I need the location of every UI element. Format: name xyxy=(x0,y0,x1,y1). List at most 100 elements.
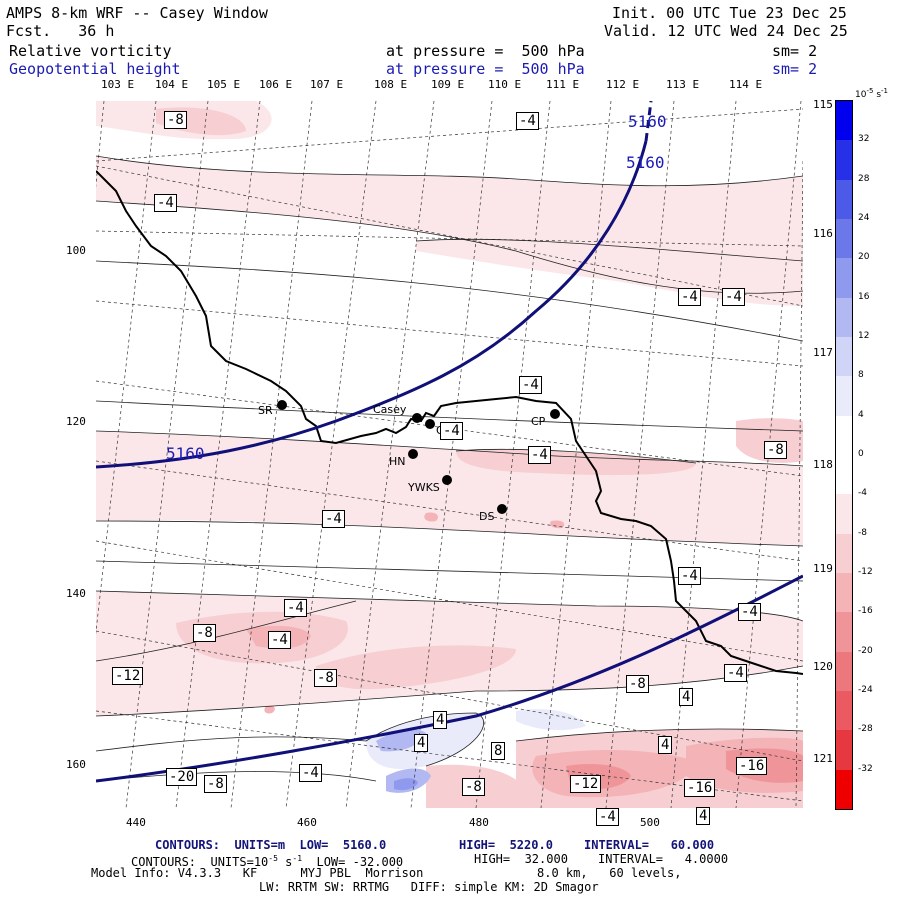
colorbar-swatch xyxy=(836,612,852,652)
init-time: Init. 00 UTC Tue 23 Dec 25 xyxy=(612,4,847,22)
colorbar-swatch xyxy=(836,297,852,337)
vorticity-contour-label: -8 xyxy=(204,775,227,793)
field1-smoothing: sm= 2 xyxy=(772,42,818,60)
model-title: AMPS 8-km WRF -- Casey Window xyxy=(6,4,268,22)
vorticity-contour-interval: INTERVAL= 4.0000 xyxy=(598,852,729,866)
x-axis-label: 480 xyxy=(469,816,489,829)
colorbar-units: 10-5 s-1 xyxy=(855,87,888,100)
colorbar-tick-label: -24 xyxy=(858,685,873,695)
forecast-hour: Fcst. 36 h xyxy=(6,22,115,40)
height-contour-label: 5160 xyxy=(166,444,205,463)
colorbar-tick-label: 4 xyxy=(858,409,864,420)
colorbar-tick-label: 28 xyxy=(858,173,870,184)
lon-label: 109 E xyxy=(431,78,465,91)
y-axis-label: 100 xyxy=(66,244,86,257)
vorticity-contour-info: CONTOURS: UNITS=10-5 s-1 LOW= -32.000 xyxy=(131,854,404,869)
vorticity-contour-label: -8 xyxy=(626,675,649,693)
vorticity-contour-high: HIGH= 32.000 xyxy=(474,852,568,866)
station-marker xyxy=(442,475,452,485)
vorticity-contour-label: -12 xyxy=(570,775,602,793)
stations xyxy=(277,400,560,514)
lon-label: 112 E xyxy=(606,78,640,91)
station-marker xyxy=(277,400,287,410)
colorbar-swatch xyxy=(836,573,852,613)
vorticity-contour-label: -4 xyxy=(678,288,701,306)
colorbar-tick-label: -20 xyxy=(858,645,873,656)
vorticity-contour-label: -8 xyxy=(193,624,216,642)
vorticity-contour-label: 4 xyxy=(433,711,448,729)
vorticity-contour-label: -4 xyxy=(528,446,551,464)
map-canvas xyxy=(96,101,803,808)
colorbar-swatch xyxy=(836,258,852,298)
lon-label: 105 E xyxy=(207,78,241,91)
colorbar-swatch xyxy=(836,455,852,495)
station-label: CP xyxy=(531,415,546,428)
station-marker xyxy=(408,449,418,459)
station-marker xyxy=(425,419,435,429)
colorbar-tick-label: 32 xyxy=(858,134,870,145)
y-axis-label: 140 xyxy=(66,587,86,600)
vorticity-fills xyxy=(96,101,803,808)
height-contours xyxy=(96,101,803,783)
model-physics: LW: RRTM SW: RRTMG DIFF: simple KM: 2D S… xyxy=(259,880,599,894)
field2-level: at pressure = 500 hPa xyxy=(386,60,585,78)
vorticity-contour-label: 4 xyxy=(696,807,711,825)
colorbar-swatch xyxy=(836,179,852,219)
model-resolution: 8.0 km, 60 levels, xyxy=(537,866,682,880)
field1-name: Relative vorticity xyxy=(9,42,172,60)
colorbar-tick-label: -16 xyxy=(858,606,873,617)
field2-name: Geopotential height xyxy=(9,60,181,78)
colorbar-tick-label: 0 xyxy=(858,449,864,459)
vorticity-contour-label: -12 xyxy=(112,667,144,685)
vorticity-contour-label: 4 xyxy=(658,736,673,754)
colorbar xyxy=(835,100,853,810)
vorticity-contour-label: -4 xyxy=(299,764,322,782)
colorbar-tick-label: -32 xyxy=(858,763,873,774)
station-label: HN xyxy=(389,455,406,468)
height-contour-label: 5160 xyxy=(628,112,667,131)
lon-label: 110 E xyxy=(488,78,522,91)
lon-label: 107 E xyxy=(310,78,344,91)
vorticity-contour-label: -4 xyxy=(738,603,761,621)
vorticity-contour-label: -8 xyxy=(462,778,485,796)
x-axis-label: 500 xyxy=(640,816,660,829)
colorbar-tick-label: 12 xyxy=(858,331,870,341)
vorticity-contour-label: -4 xyxy=(724,664,747,682)
colorbar-swatch xyxy=(836,415,852,455)
colorbar-tick-label: 24 xyxy=(858,213,870,223)
station-label: Casey xyxy=(373,403,407,416)
colorbar-tick-label: -8 xyxy=(858,527,867,538)
colorbar-tick-label: -4 xyxy=(858,488,867,499)
colorbar-tick-label: 8 xyxy=(858,370,864,381)
height-contour-label: 5160 xyxy=(626,153,665,172)
x-axis-label: 440 xyxy=(126,816,146,829)
field2-smoothing: sm= 2 xyxy=(772,60,818,78)
vorticity-contour-label: -4 xyxy=(516,112,539,130)
valid-time: Valid. 12 UTC Wed 24 Dec 25 xyxy=(604,22,848,40)
colorbar-tick-label: -28 xyxy=(858,724,873,735)
colorbar-swatch xyxy=(836,101,852,141)
height-contour-high: HIGH= 5220.0 xyxy=(459,838,553,852)
vorticity-contour-label: -4 xyxy=(268,631,291,649)
lon-label: 111 E xyxy=(546,78,580,91)
y-axis-label: 120 xyxy=(66,415,86,428)
vorticity-contour-label: 8 xyxy=(491,742,506,760)
station-marker xyxy=(497,504,507,514)
colorbar-swatch xyxy=(836,337,852,377)
field1-level: at pressure = 500 hPa xyxy=(386,42,585,60)
y-axis-label: 160 xyxy=(66,758,86,771)
vorticity-contour-label: -4 xyxy=(596,808,619,826)
station-marker xyxy=(550,409,560,419)
colorbar-tick-label: -12 xyxy=(858,567,873,577)
vorticity-contour-label: -4 xyxy=(440,422,463,440)
vorticity-contour-label: -8 xyxy=(164,111,187,129)
lon-label: 114 E xyxy=(729,78,763,91)
colorbar-swatch xyxy=(836,140,852,180)
vorticity-contour-label: -4 xyxy=(678,567,701,585)
map-plot: SR Casey OS HN YWKS DS CP 5160 5160 5160… xyxy=(96,101,803,826)
colorbar-swatch xyxy=(836,494,852,534)
vorticity-contour-label: -4 xyxy=(322,510,345,528)
colorbar-swatch xyxy=(836,376,852,416)
vorticity-contour-label: 4 xyxy=(679,688,694,706)
station-marker xyxy=(412,413,422,423)
